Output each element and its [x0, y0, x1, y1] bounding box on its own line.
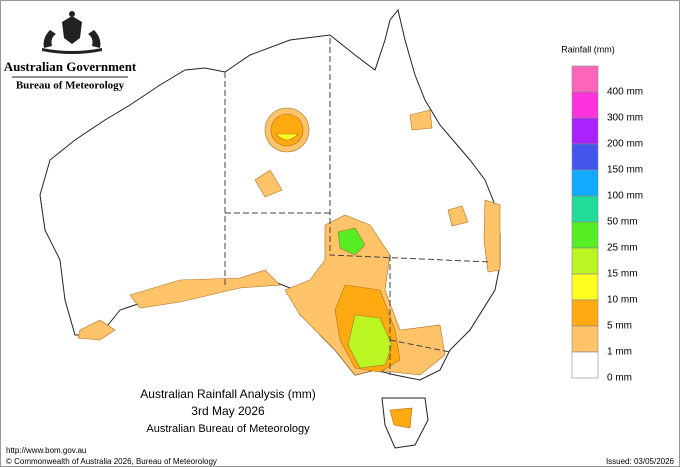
legend-label: 5 mm — [607, 321, 632, 332]
legend-label: 50 mm — [607, 217, 638, 228]
legend-swatch — [571, 221, 599, 249]
legend-label: 150 mm — [607, 165, 643, 176]
legend-title: Rainfall (mm) — [561, 44, 615, 54]
legend-swatch — [571, 247, 599, 275]
legend-swatch — [571, 169, 599, 197]
map-title: Australian Rainfall Analysis (mm) — [140, 387, 315, 401]
legend-swatch — [571, 299, 599, 327]
legend-swatch — [571, 91, 599, 119]
legend-swatch — [571, 351, 599, 379]
gov-name: Australian Government — [4, 59, 137, 74]
map-source: Australian Bureau of Meteorology — [146, 423, 310, 435]
legend-label: 0 mm — [607, 373, 632, 384]
legend-label: 15 mm — [607, 269, 638, 280]
agency-name: Bureau of Meteorology — [16, 80, 125, 92]
legend-label: 400 mm — [607, 87, 643, 98]
issued: Issued: 03/05/2026 — [606, 457, 675, 466]
url: http://www.bom.gov.au — [6, 446, 86, 455]
legend-label: 1 mm — [607, 347, 632, 358]
legend-label: 100 mm — [607, 191, 643, 202]
legend-label: 200 mm — [607, 139, 643, 150]
legend-swatch — [571, 325, 599, 353]
copyright: © Commonwealth of Australia 2026, Bureau… — [6, 457, 217, 466]
legend-swatch — [571, 195, 599, 223]
legend-swatch — [571, 273, 599, 301]
legend-label: 300 mm — [607, 113, 643, 124]
legend-swatch — [571, 117, 599, 145]
legend-swatch — [571, 65, 599, 93]
map-date: 3rd May 2026 — [191, 404, 265, 418]
legend-label: 10 mm — [607, 295, 638, 306]
legend-swatch — [571, 143, 599, 171]
state-borders — [224, 38, 491, 375]
crest — [42, 11, 102, 54]
rain-areas — [77, 107, 501, 429]
legend-label: 25 mm — [607, 243, 638, 254]
